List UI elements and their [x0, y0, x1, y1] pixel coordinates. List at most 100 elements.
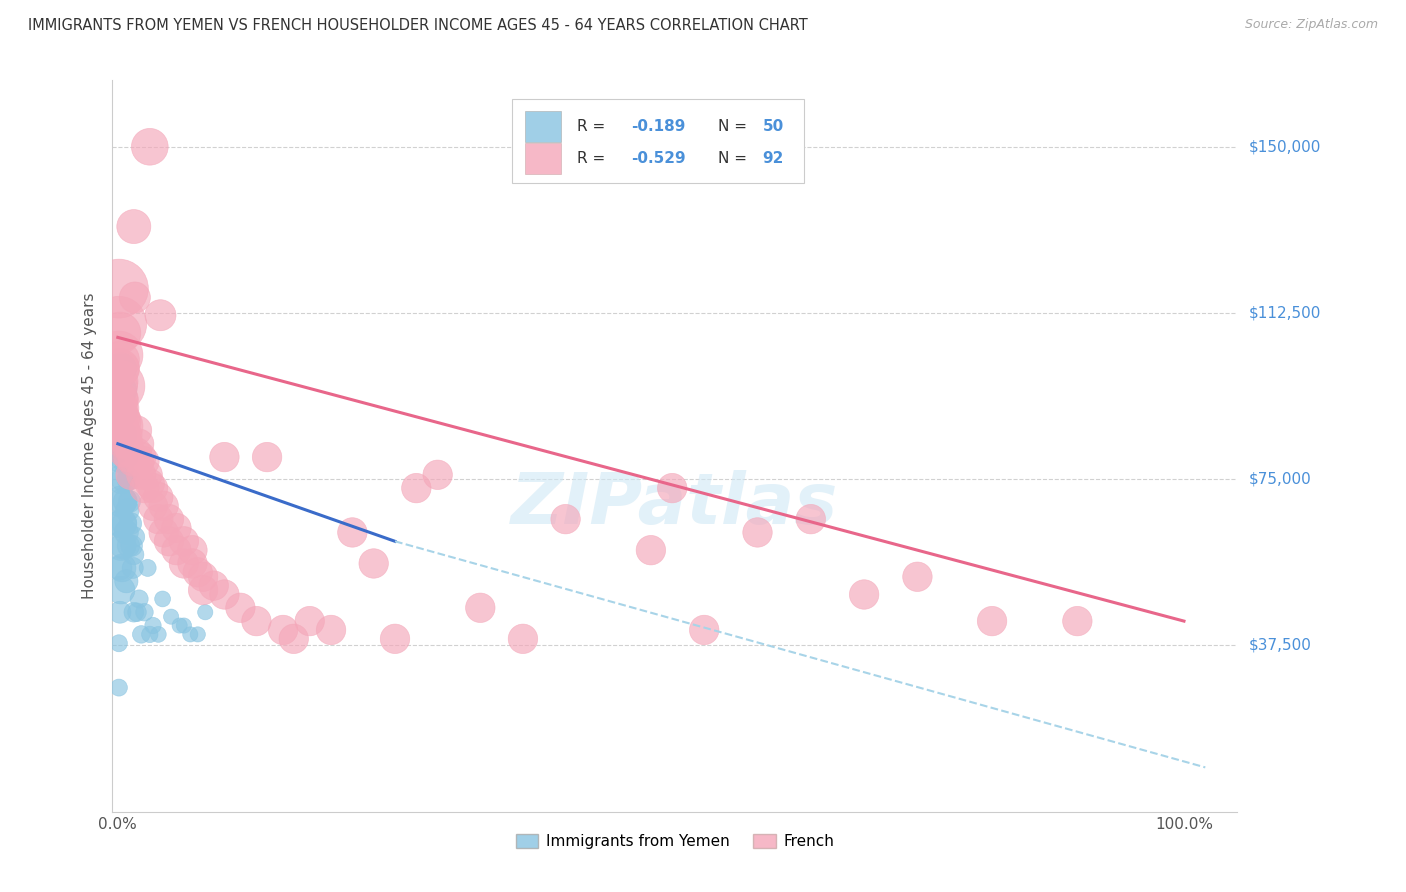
Point	[112, 445, 135, 459]
Point	[853, 587, 876, 601]
Point	[139, 627, 162, 641]
Text: $75,000: $75,000	[1249, 472, 1312, 487]
Point	[111, 361, 134, 376]
Point	[191, 570, 214, 584]
Point	[110, 428, 132, 442]
Text: -0.529: -0.529	[631, 151, 686, 166]
Point	[110, 401, 132, 416]
Point	[115, 415, 138, 429]
Point	[108, 282, 131, 296]
Point	[122, 219, 145, 234]
Point	[112, 410, 135, 425]
Point	[112, 494, 135, 508]
Point	[747, 525, 769, 540]
Point	[136, 561, 159, 575]
Text: 50: 50	[762, 119, 785, 134]
Point	[112, 450, 135, 464]
FancyBboxPatch shape	[526, 144, 561, 174]
Point	[110, 539, 132, 553]
Point	[128, 591, 150, 606]
Point	[384, 632, 406, 646]
Point	[152, 525, 174, 540]
Point	[426, 467, 449, 482]
Text: $150,000: $150,000	[1249, 139, 1320, 154]
Point	[111, 379, 134, 393]
Point	[136, 467, 159, 482]
Point	[108, 392, 131, 407]
Point	[108, 326, 131, 340]
Point	[110, 361, 132, 376]
Point	[148, 512, 170, 526]
Point	[157, 534, 180, 549]
Point	[121, 539, 143, 553]
Point	[165, 521, 187, 535]
Point	[152, 499, 174, 513]
Point	[363, 557, 385, 571]
Point	[283, 632, 305, 646]
Point	[122, 605, 145, 619]
Point	[115, 437, 138, 451]
Point	[110, 406, 132, 420]
Point	[202, 579, 225, 593]
Point	[108, 419, 131, 434]
Point	[111, 472, 134, 486]
Point	[907, 570, 929, 584]
Point	[1066, 614, 1088, 628]
Point	[149, 308, 172, 322]
Y-axis label: Householder Income Ages 45 - 64 years: Householder Income Ages 45 - 64 years	[82, 293, 97, 599]
Point	[114, 424, 136, 438]
Point	[112, 539, 135, 553]
Text: 92: 92	[762, 151, 785, 166]
Point	[134, 481, 156, 495]
Point	[110, 375, 132, 389]
Point	[117, 472, 139, 486]
FancyBboxPatch shape	[512, 99, 804, 183]
Legend: Immigrants from Yemen, French: Immigrants from Yemen, French	[509, 828, 841, 855]
Point	[114, 450, 136, 464]
Point	[342, 525, 364, 540]
Point	[108, 317, 131, 331]
Point	[111, 561, 134, 575]
Text: N =: N =	[717, 151, 751, 166]
Point	[112, 516, 135, 531]
Point	[111, 516, 134, 531]
Point	[271, 623, 294, 637]
Point	[110, 494, 132, 508]
Text: R =: R =	[576, 119, 610, 134]
Point	[125, 445, 148, 459]
Point	[157, 512, 180, 526]
Point	[245, 614, 267, 628]
Point	[108, 361, 131, 376]
Point	[111, 401, 134, 416]
Point	[194, 605, 217, 619]
Point	[108, 636, 131, 650]
Text: R =: R =	[576, 151, 610, 166]
Point	[124, 291, 146, 305]
Point	[981, 614, 1004, 628]
Point	[112, 437, 135, 451]
Point	[121, 454, 143, 468]
Point	[693, 623, 716, 637]
Point	[405, 481, 427, 495]
Point	[122, 548, 145, 562]
Point	[117, 428, 139, 442]
Text: $37,500: $37,500	[1249, 638, 1312, 653]
Point	[112, 401, 135, 416]
Point	[108, 516, 131, 531]
Point	[169, 618, 191, 632]
Point	[112, 424, 135, 438]
Point	[319, 623, 342, 637]
Point	[173, 618, 195, 632]
Point	[110, 450, 132, 464]
Point	[111, 424, 134, 438]
Point	[108, 348, 131, 362]
Text: ZIPatlas: ZIPatlas	[512, 470, 838, 539]
Point	[187, 566, 209, 580]
Point	[298, 614, 321, 628]
Point	[114, 494, 136, 508]
Point	[129, 467, 152, 482]
Point	[120, 516, 142, 531]
Text: Source: ZipAtlas.com: Source: ZipAtlas.com	[1244, 18, 1378, 31]
Point	[114, 410, 136, 425]
Point	[125, 605, 148, 619]
